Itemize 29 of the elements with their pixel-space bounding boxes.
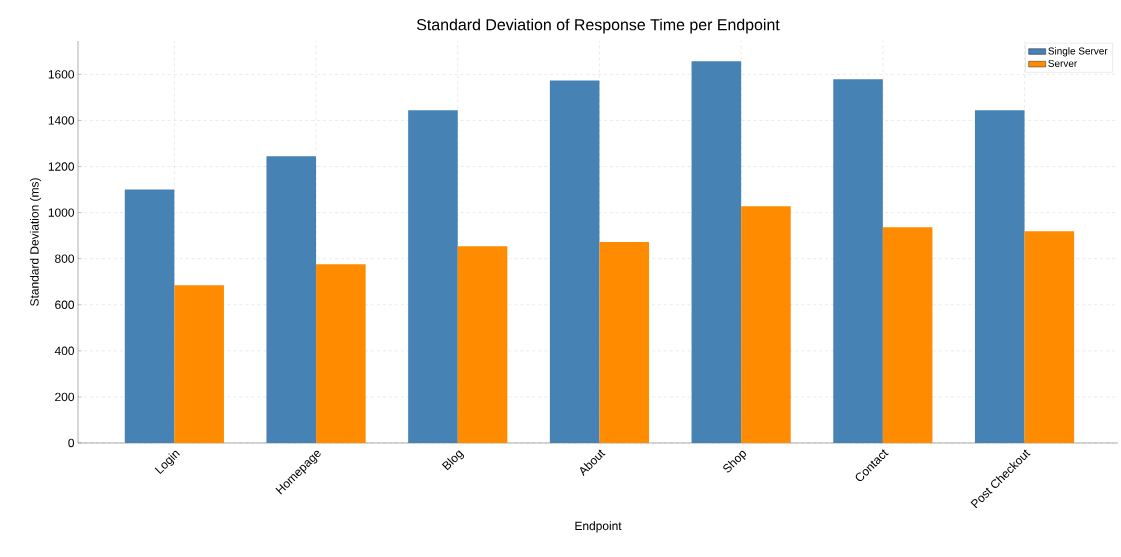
y-tick-label: 600 [55, 300, 75, 309]
bar [457, 246, 508, 443]
y-axis-title: Standard Deviation (ms) [29, 178, 42, 306]
y-tick-label: 1000 [48, 208, 75, 217]
bar [408, 110, 458, 443]
y-tick-label: 800 [55, 254, 75, 263]
y-tick-label: 1400 [48, 116, 75, 125]
bar [974, 110, 1025, 443]
legend-label: Server [1048, 59, 1078, 67]
x-axis-title: Endpoint [575, 521, 622, 533]
legend-label: Single Server [1048, 47, 1108, 57]
y-tick-label: 200 [55, 392, 75, 402]
chart-title: Standard Deviation of Response Time per Endpoint [416, 18, 780, 34]
bar [882, 227, 933, 443]
y-tick-label: 0 [68, 438, 75, 448]
bar [599, 242, 650, 443]
x-tick-label: Blog [441, 450, 465, 471]
y-tick-label: 400 [54, 346, 75, 356]
bar [124, 189, 175, 443]
bar [174, 285, 224, 443]
bar [1024, 231, 1075, 443]
y-tick-label: 1200 [48, 162, 75, 171]
y-tick-label: 1600 [48, 70, 75, 79]
bar [549, 80, 600, 443]
bar [833, 79, 883, 443]
bar [316, 264, 366, 443]
bar [266, 156, 317, 443]
bar [691, 61, 742, 443]
bar [741, 206, 791, 443]
